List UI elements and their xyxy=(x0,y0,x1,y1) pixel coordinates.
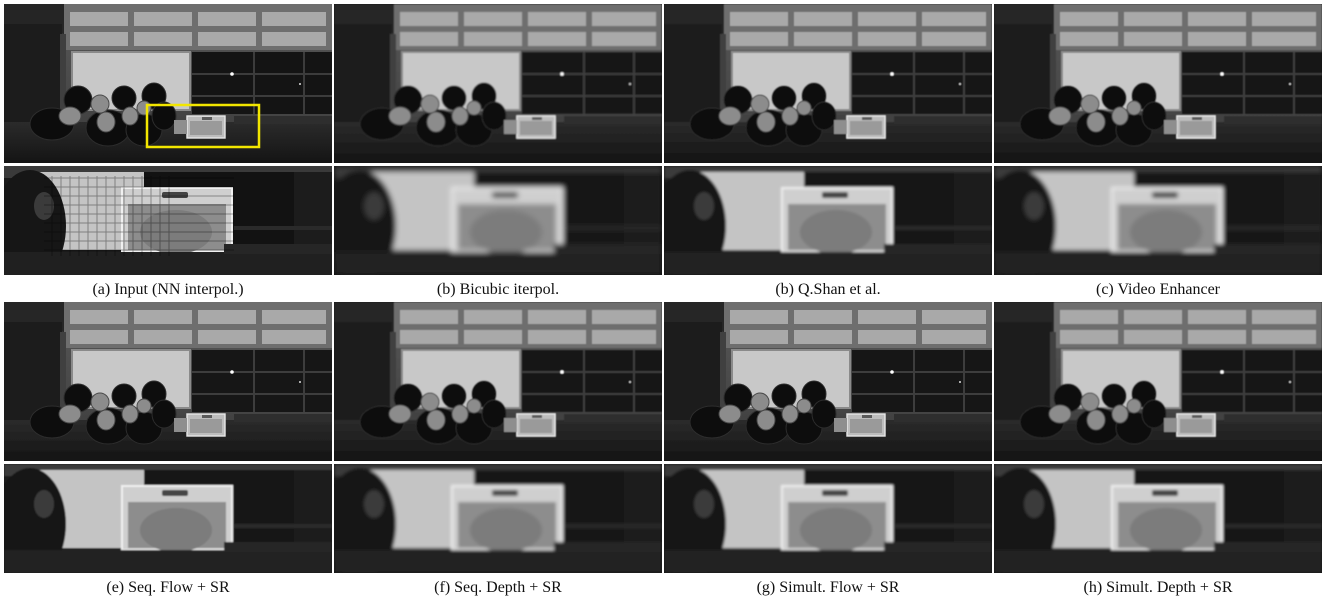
full-frame-image xyxy=(4,302,332,461)
zoomed-crop-image xyxy=(4,166,332,275)
panel-caption: (g) Simult. Flow + SR xyxy=(756,579,900,596)
panel-caption: (b) Bicubic iterpol. xyxy=(436,281,560,298)
panel-caption: (f) Seq. Depth + SR xyxy=(434,579,562,596)
panel-caption: (h) Simult. Depth + SR xyxy=(1083,579,1233,596)
panel-caption: (a) Input (NN interpol.) xyxy=(92,281,244,298)
zoomed-crop-image xyxy=(334,464,662,573)
full-frame-image xyxy=(994,4,1322,163)
panel-caption: (b) Q.Shan et al. xyxy=(775,281,881,298)
full-frame-image xyxy=(4,4,332,163)
zoomed-crop-image xyxy=(994,166,1322,275)
panel-caption: (c) Video Enhancer xyxy=(1095,281,1220,298)
zoomed-crop-image xyxy=(4,464,332,573)
panel-caption: (e) Seq. Flow + SR xyxy=(106,579,230,596)
full-frame-image xyxy=(994,302,1322,461)
full-frame-image xyxy=(664,4,992,163)
zoomed-crop-image xyxy=(664,166,992,275)
zoomed-crop-image xyxy=(334,166,662,275)
full-frame-image xyxy=(334,302,662,461)
zoomed-crop-image xyxy=(664,464,992,573)
zoomed-crop-image xyxy=(994,464,1322,573)
full-frame-image xyxy=(664,302,992,461)
full-frame-image xyxy=(334,4,662,163)
